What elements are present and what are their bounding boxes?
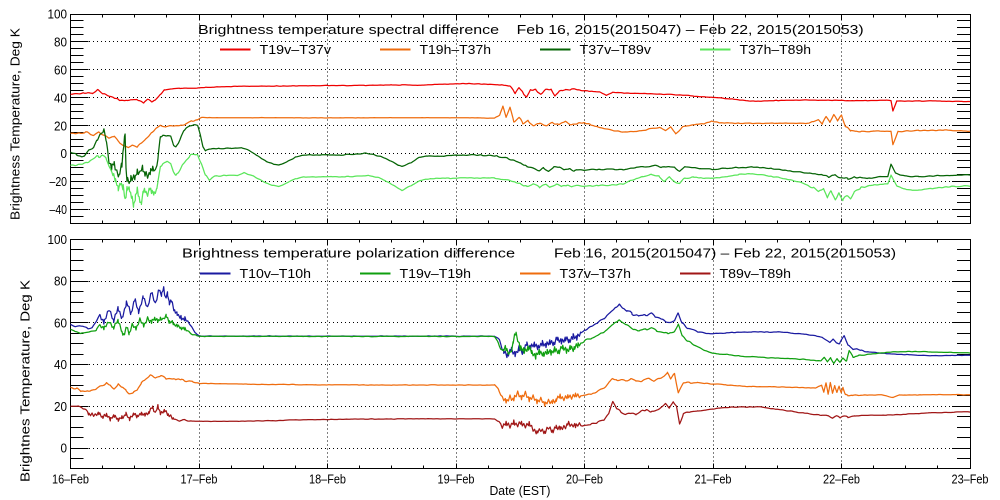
svg-text:Feb 16, 2015(2015047) – Feb 22: Feb 16, 2015(2015047) – Feb 22, 2015(201… <box>554 246 896 261</box>
svg-text:0: 0 <box>61 441 68 456</box>
svg-text:T37h–T89h: T37h–T89h <box>740 42 812 57</box>
svg-text:Brightness temperature spectra: Brightness temperature spectral differen… <box>198 22 499 37</box>
svg-text:–40: –40 <box>50 202 68 217</box>
svg-text:40: 40 <box>54 90 67 105</box>
svg-text:100: 100 <box>48 232 68 247</box>
svg-text:T37v–T89v: T37v–T89v <box>580 42 652 57</box>
svg-text:80: 80 <box>54 274 67 289</box>
svg-text:Brightnes Temperature, Deg K: Brightnes Temperature, Deg K <box>18 280 33 482</box>
svg-text:100: 100 <box>48 7 68 22</box>
svg-text:20–Feb: 20–Feb <box>566 472 603 487</box>
svg-text:T19v–T19h: T19v–T19h <box>400 266 472 281</box>
svg-text:T10v–T10h: T10v–T10h <box>240 266 312 281</box>
svg-text:22–Feb: 22–Feb <box>823 472 860 487</box>
svg-text:T19v–T37v: T19v–T37v <box>260 42 332 57</box>
svg-text:60: 60 <box>54 62 67 77</box>
svg-text:16–Feb: 16–Feb <box>52 472 89 487</box>
svg-text:Date (EST): Date (EST) <box>490 483 551 498</box>
svg-text:Brightness Temperature, Deg K: Brightness Temperature, Deg K <box>8 28 23 220</box>
svg-text:23–Feb: 23–Feb <box>952 472 989 487</box>
svg-text:80: 80 <box>54 34 67 49</box>
svg-text:Feb 16, 2015(2015047) – Feb 22: Feb 16, 2015(2015047) – Feb 22, 2015(201… <box>517 22 864 37</box>
svg-text:T89v–T89h: T89v–T89h <box>720 266 792 281</box>
svg-text:T37v–T37h: T37v–T37h <box>560 266 632 281</box>
svg-text:17–Feb: 17–Feb <box>181 472 218 487</box>
svg-text:–20: –20 <box>50 174 68 189</box>
svg-text:20: 20 <box>54 118 67 133</box>
svg-text:T19h–T37h: T19h–T37h <box>420 42 492 57</box>
svg-text:60: 60 <box>54 315 67 330</box>
svg-text:20: 20 <box>54 399 67 414</box>
svg-text:40: 40 <box>54 357 67 372</box>
svg-text:19–Feb: 19–Feb <box>438 472 475 487</box>
svg-text:21–Feb: 21–Feb <box>695 472 732 487</box>
svg-text:18–Feb: 18–Feb <box>309 472 346 487</box>
svg-text:0: 0 <box>61 146 68 161</box>
svg-text:Brightness temperature polariz: Brightness temperature polarization diff… <box>182 246 515 261</box>
